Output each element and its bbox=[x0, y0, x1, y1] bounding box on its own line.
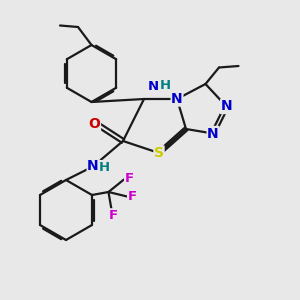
Text: N: N bbox=[147, 80, 159, 94]
Text: N: N bbox=[221, 100, 232, 113]
Text: F: F bbox=[124, 172, 134, 185]
Text: F: F bbox=[108, 209, 118, 222]
Text: H: H bbox=[99, 160, 110, 174]
Text: O: O bbox=[88, 118, 101, 131]
Text: H: H bbox=[159, 79, 171, 92]
Text: F: F bbox=[128, 190, 137, 203]
Text: N: N bbox=[171, 92, 183, 106]
Text: N: N bbox=[87, 160, 99, 173]
Text: N: N bbox=[207, 127, 219, 140]
Text: S: S bbox=[154, 146, 164, 160]
